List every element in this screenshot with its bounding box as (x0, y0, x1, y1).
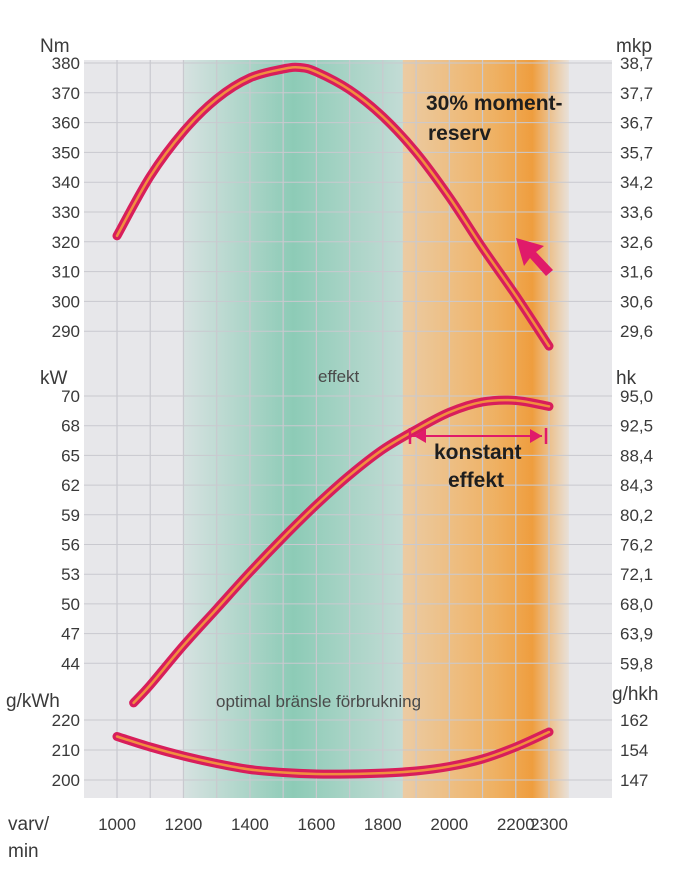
right-tick-label: 76,2 (620, 536, 653, 555)
x-axis-label-line1: varv/ (8, 814, 50, 835)
left-tick-label: 68 (61, 417, 80, 436)
left-tick-label: 65 (61, 446, 80, 465)
left-tick-label: 350 (52, 143, 80, 162)
constant-power-arrow-right (530, 429, 542, 443)
moment-reserve-label-line2: reserv (428, 122, 491, 145)
left-tick-label: 380 (52, 54, 80, 73)
x-tick-label: 1000 (98, 815, 136, 834)
left-tick-label: 62 (61, 476, 80, 495)
left-tick-label: 300 (52, 292, 80, 311)
power-curve-highlight (132, 398, 551, 705)
optimal-consumption-label: optimal bränsle förbrukning (216, 692, 421, 711)
moment-reserve-label-line1: 30% moment- (426, 92, 563, 115)
x-axis-label-line2: min (8, 841, 39, 862)
right-tick-label: 59,8 (620, 654, 653, 673)
right-tick-label: 84,3 (620, 476, 653, 495)
right-tick-label: 154 (620, 741, 648, 760)
right-tick-label: 88,4 (620, 446, 653, 465)
right-tick-label: 36,7 (620, 114, 653, 133)
right-tick-label: 31,6 (620, 263, 653, 282)
power-unit-right: hk (616, 368, 637, 389)
x-tick-label: 2300 (530, 815, 568, 834)
left-tick-label: 70 (61, 387, 80, 406)
right-tick-label: 29,6 (620, 322, 653, 341)
optimal-zone-band (183, 60, 403, 798)
right-tick-label: 72,1 (620, 565, 653, 584)
consumption-unit-right: g/hkh (612, 684, 658, 705)
curves (112, 62, 554, 779)
x-tick-label: 1400 (231, 815, 269, 834)
x-tick-label: 1800 (364, 815, 402, 834)
right-tick-label: 30,6 (620, 292, 653, 311)
right-tick-label: 147 (620, 771, 648, 790)
fuel-consumption-curve-highlight (115, 730, 551, 776)
left-tick-label: 360 (52, 114, 80, 133)
left-tick-label: 340 (52, 173, 80, 192)
left-tick-label: 59 (61, 506, 80, 525)
left-tick-label: 53 (61, 565, 80, 584)
x-tick-label: 1600 (297, 815, 335, 834)
power-unit-left: kW (40, 368, 68, 389)
x-tick-label: 2000 (430, 815, 468, 834)
effekt-label: effekt (318, 367, 360, 386)
x-tick-label: 2200 (497, 815, 535, 834)
left-tick-label: 310 (52, 263, 80, 282)
left-tick-label: 44 (61, 654, 80, 673)
constant-power-label-line2: effekt (448, 469, 504, 492)
consumption-unit-left: g/kWh (6, 691, 60, 712)
right-tick-label: 37,7 (620, 84, 653, 103)
torque-unit-left: Nm (40, 36, 70, 57)
left-tick-label: 210 (52, 741, 80, 760)
left-tick-label: 370 (52, 84, 80, 103)
axis-tick-labels: 380 38,7 370 37,7 360 36,7 350 35,7 340 34,2 330 33… (52, 54, 653, 834)
left-tick-label: 200 (52, 771, 80, 790)
left-tick-label: 56 (61, 536, 80, 555)
right-tick-label: 68,0 (620, 595, 653, 614)
right-tick-label: 32,6 (620, 233, 653, 252)
moment-reserve-arrow (516, 238, 553, 276)
left-tick-label: 330 (52, 203, 80, 222)
right-tick-label: 33,6 (620, 203, 653, 222)
constant-power-band (402, 60, 569, 798)
x-tick-label: 1200 (165, 815, 203, 834)
left-tick-label: 50 (61, 595, 80, 614)
right-tick-label: 162 (620, 711, 648, 730)
right-tick-label: 34,2 (620, 173, 653, 192)
constant-power-arrow-left (414, 429, 426, 443)
left-tick-label: 47 (61, 625, 80, 644)
right-tick-label: 63,9 (620, 625, 653, 644)
torque-curve-highlight (115, 65, 551, 348)
right-tick-label: 35,7 (620, 143, 653, 162)
torque-unit-right: mkp (616, 36, 652, 57)
right-tick-label: 38,7 (620, 54, 653, 73)
left-tick-label: 290 (52, 322, 80, 341)
constant-power-label-line1: konstant (434, 441, 522, 464)
right-tick-label: 95,0 (620, 387, 653, 406)
left-tick-label: 220 (52, 711, 80, 730)
right-tick-label: 92,5 (620, 417, 653, 436)
right-tick-label: 80,2 (620, 506, 653, 525)
left-tick-label: 320 (52, 233, 80, 252)
